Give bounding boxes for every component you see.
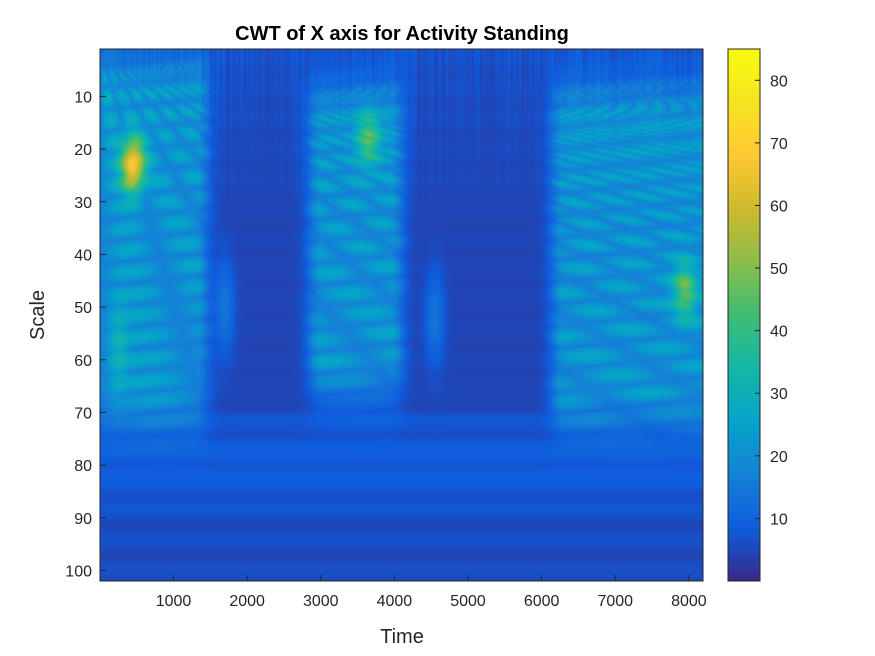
colorbar-gradient (727, 48, 761, 582)
x-tick-label: 1000 (156, 593, 192, 610)
x-tick-label: 7000 (597, 593, 633, 610)
y-tick-label: 30 (74, 195, 92, 212)
colorbar-ticks: 10 20 30 40 50 60 70 80 (755, 73, 788, 528)
y-tick-label: 60 (74, 353, 92, 370)
colorbar-tick-label: 70 (770, 136, 788, 153)
x-tick-label: 3000 (303, 593, 339, 610)
y-tick-label: 40 (74, 247, 92, 264)
colorbar-tick-label: 20 (770, 449, 788, 466)
x-axis-label: Time (380, 626, 424, 648)
colorbar-tick-label: 80 (770, 73, 788, 90)
colorbar-tick-label: 60 (770, 198, 788, 215)
colorbar-tick-label: 40 (770, 324, 788, 341)
y-axis-label: Scale (27, 290, 49, 340)
y-tick-label: 50 (74, 300, 92, 317)
chart-title: CWT of X axis for Activity Standing (235, 23, 569, 45)
y-tick-label: 70 (74, 405, 92, 422)
y-tick-label: 20 (74, 142, 92, 159)
x-tick-label: 5000 (450, 593, 486, 610)
cwt-heatmap-image (100, 49, 703, 581)
plot-frame (99, 48, 704, 582)
x-tick-label: 6000 (524, 593, 560, 610)
colorbar-tick-label: 10 (770, 511, 788, 528)
colorbar-tick-label: 30 (770, 386, 788, 403)
heatmap-plot-area (99, 48, 704, 582)
x-axis-ticks: 1000 2000 3000 4000 5000 6000 7000 8000 (156, 575, 707, 610)
y-tick-label: 100 (65, 563, 92, 580)
x-tick-label: 8000 (671, 593, 707, 610)
y-tick-label: 90 (74, 511, 92, 528)
colorbar: 10 20 30 40 50 60 70 80 (727, 48, 788, 582)
x-tick-label: 2000 (229, 593, 265, 610)
y-axis-ticks: 10 20 30 40 50 60 70 80 90 100 (65, 89, 106, 580)
colorbar-tick-label: 50 (770, 261, 788, 278)
y-tick-label: 80 (74, 458, 92, 475)
y-tick-label: 10 (74, 89, 92, 106)
x-tick-label: 4000 (377, 593, 413, 610)
